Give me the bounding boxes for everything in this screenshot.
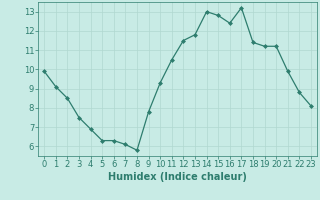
X-axis label: Humidex (Indice chaleur): Humidex (Indice chaleur): [108, 172, 247, 182]
